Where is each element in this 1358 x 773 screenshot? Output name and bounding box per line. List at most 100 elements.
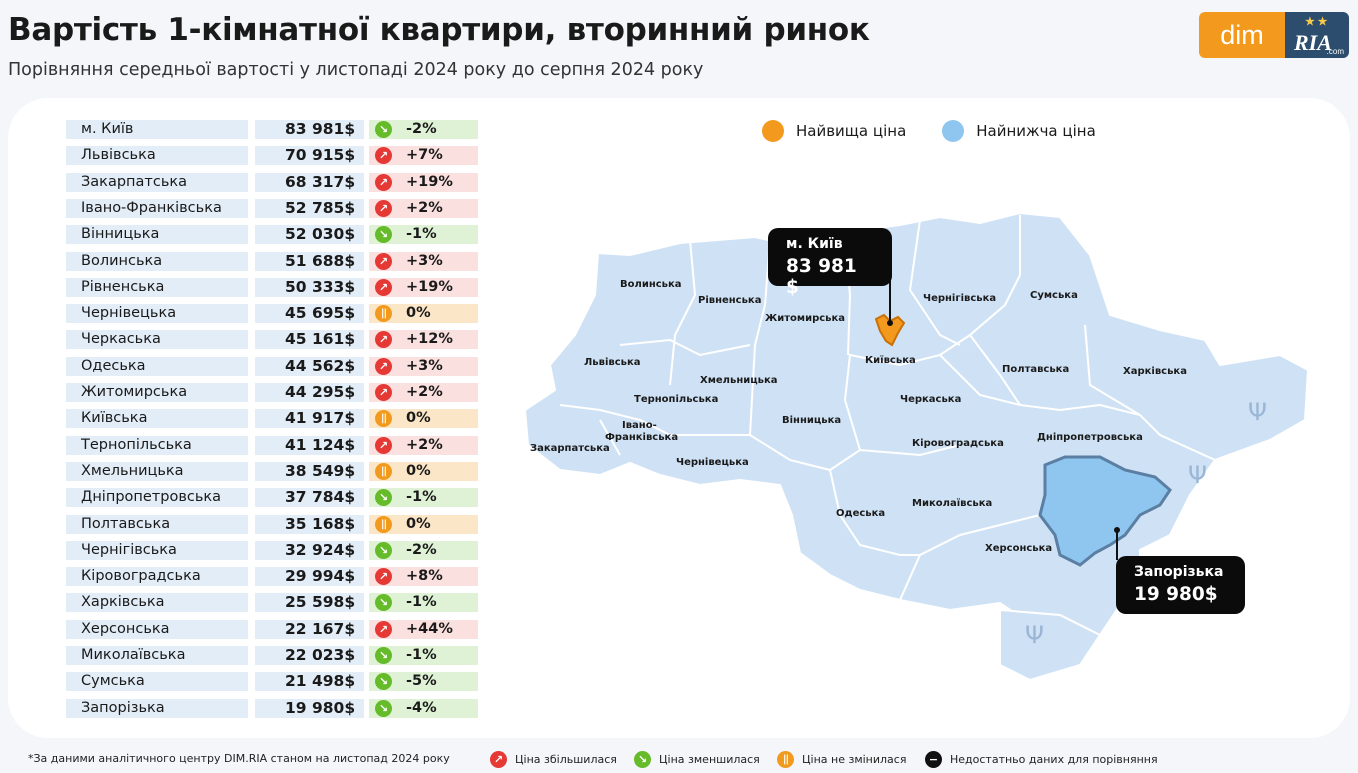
region-name: Полтавська: [66, 514, 248, 534]
label-zakarpatska: Закарпатська: [530, 443, 610, 454]
price-change-value: +3%: [406, 252, 443, 269]
trident-icon: Ψ: [1025, 621, 1044, 649]
price-change: ↗ +19%: [369, 172, 478, 192]
region-name: Закарпатська: [66, 172, 248, 192]
arrow-up-icon: ↗: [375, 147, 392, 165]
price-change: ↘ -2%: [369, 540, 478, 560]
arrow-up-icon: ↗: [375, 252, 392, 270]
zaporizka-callout-name: Запорізька: [1134, 564, 1224, 580]
region-price: 50 333$: [255, 277, 364, 297]
source-note: *За даними аналітичного центру DIM.RIA с…: [28, 752, 450, 765]
blue-dot-icon: [942, 120, 965, 142]
arrow-up-icon: ↗: [375, 620, 392, 638]
price-change-value: +12%: [406, 331, 453, 348]
zaporizka-callout-price: 19 980$: [1134, 584, 1218, 605]
arrow-up-icon: ↗: [375, 331, 392, 349]
price-change: ↘ -1%: [369, 646, 478, 665]
trident-icon: Ψ: [1248, 398, 1267, 426]
pause-icon: ||: [375, 515, 392, 533]
dim-ria-logo[interactable]: dim ★ ★ RIA .com: [1199, 12, 1349, 58]
price-change-value: +8%: [406, 568, 443, 585]
zaporizka-callout-dot: [1114, 527, 1120, 533]
region-name: Одеська: [66, 356, 248, 376]
price-change-value: -1%: [406, 594, 437, 611]
region-price: 70 915$: [255, 146, 364, 166]
price-change: ↗ +3%: [369, 251, 478, 271]
region-name: Херсонська: [66, 619, 248, 639]
region-name: Вінницька: [66, 225, 248, 245]
footer-legend-same: || Ціна не змінилася: [777, 751, 906, 768]
price-change-value: +3%: [406, 357, 443, 374]
price-change-value: +44%: [406, 620, 453, 637]
price-change-value: +2%: [406, 384, 443, 400]
kyiv-callout-price: 83 981 $: [786, 256, 857, 298]
dim-logo: dim: [1199, 12, 1285, 58]
price-change: ↘ -1%: [369, 593, 478, 613]
label-kirovohradska: Кіровоградська: [912, 438, 1004, 449]
region-price: 38 549$: [255, 461, 364, 481]
region-price: 19 980$: [255, 698, 364, 718]
region-price: 29 994$: [255, 567, 364, 587]
region-price: 22 023$: [255, 646, 364, 665]
footer-legend-same-label: Ціна не змінилася: [802, 753, 907, 766]
legend-highest: Найвища ціна: [762, 120, 906, 142]
arrow-down-icon: ↘: [634, 751, 651, 768]
price-change: ↗ +12%: [369, 330, 478, 350]
price-change-value: 0%: [406, 410, 431, 427]
price-change-value: +19%: [406, 278, 453, 295]
price-change-value: +19%: [406, 173, 453, 190]
price-change-value: -1%: [406, 647, 437, 663]
label-zhytomyrska: Житомирська: [765, 313, 845, 324]
arrow-up-icon: ↗: [375, 173, 392, 191]
arrow-down-icon: ↘: [375, 673, 392, 691]
kyiv-callout: м. Київ 83 981 $: [768, 228, 892, 298]
footer-legend-down-label: Ціна зменшилася: [659, 753, 760, 766]
ria-logo-text: RIA: [1294, 30, 1332, 55]
price-change-value: -4%: [406, 699, 437, 716]
star-icon: ★ ★: [1305, 16, 1328, 28]
arrow-up-icon: ↗: [375, 436, 392, 454]
arrow-up-icon: ↗: [375, 278, 392, 296]
legend-lowest-label: Найнижча ціна: [976, 122, 1096, 140]
arrow-down-icon: ↘: [375, 647, 392, 664]
price-change: ↘ -1%: [369, 488, 478, 508]
region-name: Рівненська: [66, 277, 248, 297]
ria-logo: ★ ★ RIA .com: [1285, 12, 1349, 58]
price-change-value: 0%: [406, 515, 431, 532]
arrow-up-icon: ↗: [375, 199, 392, 217]
region-price: 41 917$: [255, 409, 364, 429]
region-name: Волинська: [66, 251, 248, 271]
kyiv-callout-dot: [887, 320, 893, 326]
trident-icon: Ψ: [1188, 461, 1207, 489]
pause-icon: ||: [375, 462, 392, 480]
arrow-down-icon: ↘: [375, 489, 392, 507]
region-name: Житомирська: [66, 383, 248, 402]
region-price: 32 924$: [255, 540, 364, 560]
price-change: ↗ +44%: [369, 619, 478, 639]
region-name: Львівська: [66, 146, 248, 166]
footer-legend-na-label: Недостатньо даних для порівняння: [950, 753, 1158, 766]
price-change: ↘ -2%: [369, 120, 478, 139]
region-name: Харківська: [66, 593, 248, 613]
price-change-value: +7%: [406, 147, 443, 164]
pause-icon: ||: [375, 305, 392, 323]
price-change-value: 0%: [406, 305, 431, 322]
region-price: 44 295$: [255, 383, 364, 402]
price-change: ↗ +3%: [369, 356, 478, 376]
region-price: 25 598$: [255, 593, 364, 613]
arrow-down-icon: ↘: [375, 226, 392, 244]
region-name: Черкаська: [66, 330, 248, 350]
footer-legend-na: − Недостатньо даних для порівняння: [925, 751, 1158, 768]
label-vinnytska: Вінницька: [782, 415, 841, 426]
region-name: Чернівецька: [66, 304, 248, 324]
label-khmelnytska: Хмельницька: [700, 375, 778, 386]
price-change: ↘ -5%: [369, 672, 478, 692]
label-odeska: Одеська: [836, 508, 885, 519]
region-price: 45 161$: [255, 330, 364, 350]
price-change: || 0%: [369, 514, 478, 534]
price-change-value: +2%: [406, 199, 443, 216]
label-poltavska: Полтавська: [1002, 364, 1069, 375]
label-ivano-2: Франківська: [605, 432, 678, 443]
price-change: ↗ +19%: [369, 277, 478, 297]
region-name: Миколаївська: [66, 646, 248, 665]
